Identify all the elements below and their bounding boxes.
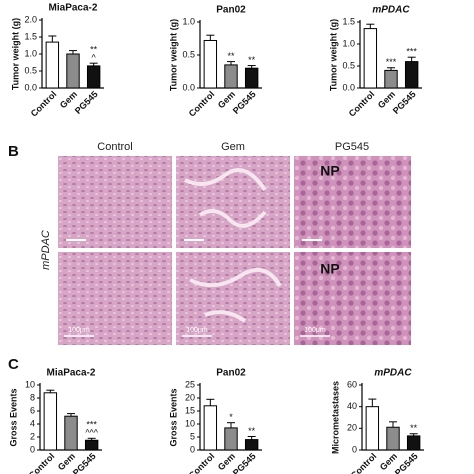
chart-title: mPDAC: [374, 368, 412, 379]
bar: [244, 67, 259, 89]
histology-image: [294, 156, 411, 248]
y-tick-label: 40: [347, 401, 357, 411]
y-axis-label: Tumor weight (g): [168, 19, 178, 91]
significance-label: **: [248, 426, 256, 436]
bar: [64, 415, 78, 451]
x-tick-label: PG545: [73, 89, 100, 116]
y-axis-label: Micrometastases: [330, 381, 340, 454]
x-tick-label: PG545: [393, 451, 420, 474]
bar: [224, 427, 238, 451]
y-tick-label: 0.0: [182, 82, 195, 92]
histology-image: [58, 156, 172, 248]
histology-image: [58, 252, 172, 345]
y-tick-label: 2.0: [24, 14, 37, 24]
chart-title: Pan02: [216, 5, 246, 16]
x-tick-label: PG545: [231, 89, 258, 116]
x-tick-label: PG545: [391, 89, 418, 116]
np-label: NP: [320, 261, 339, 277]
y-tick-label: 1.5: [24, 31, 37, 41]
chart-title: MiaPaca-2: [49, 3, 98, 14]
significance-label: ***: [406, 47, 417, 57]
significance-label: **: [248, 55, 256, 65]
bar: [203, 39, 218, 89]
histology-grid: [58, 156, 411, 345]
y-axis-label: Gross Events: [8, 388, 18, 446]
y-tick-label: 0: [352, 444, 357, 454]
significance-label: **: [227, 51, 235, 61]
row-label: mPDAC: [40, 230, 52, 270]
y-axis-label: Tumor weight (g): [10, 18, 20, 90]
chart-title: Pan02: [216, 368, 246, 379]
x-tick-label: PG545: [71, 451, 98, 474]
y-tick-label: 0.5: [182, 49, 195, 59]
bar: [43, 392, 58, 451]
chart-title: mPDAC: [372, 5, 410, 16]
y-tick-label: 15: [185, 405, 195, 415]
y-tick-label: 0.0: [24, 82, 37, 92]
y-tick-label: 0: [190, 444, 195, 454]
y-tick-label: 6: [30, 405, 35, 415]
y-axis-label: Gross Events: [168, 388, 178, 446]
significance-label: **: [410, 423, 418, 433]
bar: [386, 426, 400, 451]
y-tick-label: 5: [190, 431, 195, 441]
scale-bar-label: 100μm: [186, 327, 208, 334]
significance-label: **: [90, 45, 98, 55]
y-tick-label: 0.0: [342, 82, 355, 92]
panel-letter: B: [8, 143, 19, 160]
x-tick-label: Control: [187, 451, 217, 474]
y-tick-label: 1.0: [342, 38, 355, 48]
x-tick-label: Control: [29, 89, 59, 119]
chart-title: MiaPaca-2: [47, 368, 96, 379]
y-tick-label: 4: [30, 418, 35, 428]
bar: [66, 53, 80, 89]
column-header: Gem: [221, 141, 245, 153]
y-tick-label: 20: [185, 392, 195, 402]
y-tick-label: 1.5: [342, 16, 355, 26]
y-tick-label: 0.5: [24, 65, 37, 75]
bar: [384, 69, 398, 89]
column-header: PG545: [335, 141, 369, 153]
bar: [224, 64, 238, 89]
bar: [244, 439, 259, 451]
y-tick-label: 10: [185, 418, 195, 428]
significance-label: *: [229, 412, 233, 422]
scale-bar-label: 100μm: [304, 327, 326, 334]
bar: [365, 406, 380, 451]
bar: [363, 28, 378, 89]
np-label: NP: [320, 163, 339, 179]
y-tick-label: 60: [347, 379, 357, 389]
y-tick-label: 8: [30, 392, 35, 402]
histology-image: [294, 252, 411, 345]
y-axis-label: Tumor weight (g): [328, 19, 338, 91]
x-tick-label: PG545: [231, 451, 258, 474]
y-tick-label: 1.0: [24, 48, 37, 58]
significance-label: ^^^: [85, 428, 98, 438]
x-tick-label: Control: [187, 89, 217, 119]
x-tick-label: Control: [27, 451, 57, 474]
histology-image: [176, 252, 290, 345]
bar: [404, 61, 419, 89]
y-tick-label: 10: [25, 379, 35, 389]
y-tick-label: 20: [347, 423, 357, 433]
x-tick-label: Control: [347, 89, 377, 119]
bar: [45, 41, 60, 89]
bar: [86, 65, 101, 89]
significance-label: ***: [386, 57, 397, 67]
y-tick-label: 1.0: [182, 16, 195, 26]
bar: [203, 405, 218, 451]
y-tick-label: 25: [185, 379, 195, 389]
scale-bar-label: 100μm: [68, 327, 90, 334]
significance-label: ***: [86, 420, 97, 430]
panel-letter: C: [8, 356, 19, 373]
column-header: Control: [97, 141, 132, 153]
significance-label: ^: [92, 53, 97, 63]
y-tick-label: 2: [30, 431, 35, 441]
bar: [406, 435, 421, 451]
bar: [84, 439, 99, 451]
y-tick-label: 0.5: [342, 60, 355, 70]
y-tick-label: 0: [30, 444, 35, 454]
x-tick-label: Control: [349, 451, 379, 474]
